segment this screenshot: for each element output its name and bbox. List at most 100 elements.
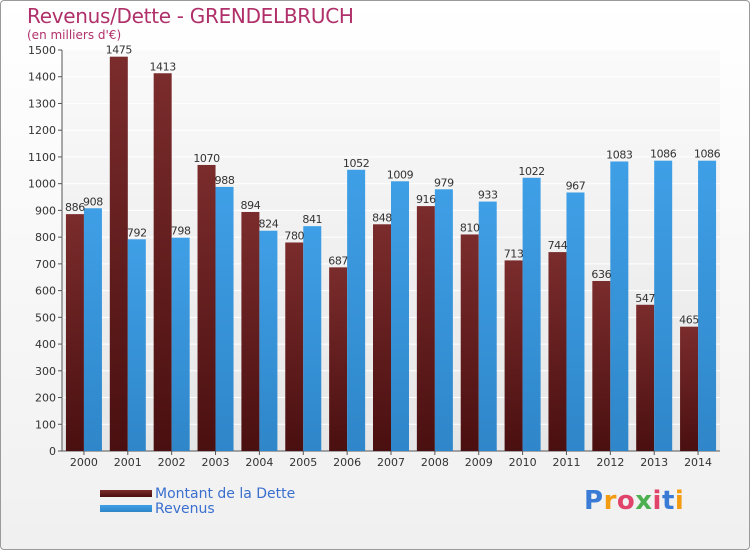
legend-label-revenue: Revenus: [155, 500, 215, 517]
bar-revenue-2002: [171, 237, 190, 451]
bar-revenue-2013: [654, 160, 673, 451]
y-tick-label: 0: [49, 445, 56, 458]
logo-letter: t: [661, 486, 675, 516]
x-tick-label: 2001: [114, 456, 142, 469]
data-label-debt-2006: 687: [328, 254, 348, 267]
bar-revenue-2010: [522, 177, 541, 451]
data-label-revenue-2002: 798: [171, 225, 191, 238]
logo-letter: x: [635, 486, 653, 516]
bar-debt-2000: [65, 214, 84, 451]
x-tick-label: 2012: [596, 456, 624, 469]
bar-revenue-2000: [83, 208, 102, 451]
x-tick-label: 2011: [552, 456, 580, 469]
data-label-debt-2013: 547: [635, 292, 655, 305]
bar-debt-2003: [197, 164, 216, 451]
y-tick-label: 200: [35, 392, 56, 405]
legend-item-debt: Montant de la Dette: [100, 485, 296, 502]
data-label-debt-2004: 894: [241, 199, 261, 212]
legend-label-debt: Montant de la Dette: [155, 485, 296, 502]
data-label-debt-2014: 465: [679, 314, 699, 327]
y-tick-label: 1000: [28, 178, 56, 191]
chart-title: Revenus/Dette - GRENDELBRUCH: [27, 4, 354, 28]
bar-revenue-2014: [698, 160, 717, 451]
bar-revenue-2007: [391, 181, 409, 451]
x-tick-label: 2006: [333, 456, 361, 469]
data-label-debt-2000: 886: [65, 201, 85, 214]
data-label-revenue-2011: 967: [566, 179, 586, 192]
legend-swatch-revenue: [100, 505, 152, 512]
bar-debt-2007: [373, 224, 391, 451]
data-label-revenue-2014: 1086: [694, 148, 721, 161]
y-tick-label: 600: [35, 285, 56, 298]
bar-revenue-2005: [303, 226, 322, 451]
x-tick-label: 2010: [509, 456, 537, 469]
bar-revenue-2008: [434, 189, 453, 451]
y-tick-label: 1400: [28, 71, 56, 84]
data-label-debt-2008: 916: [416, 193, 436, 206]
bar-revenue-2004: [259, 230, 278, 451]
bar-debt-2002: [153, 73, 172, 452]
bar-debt-2010: [504, 260, 523, 451]
y-tick-label: 1100: [28, 151, 56, 164]
y-tick-label: 1500: [28, 44, 56, 57]
data-label-revenue-2003: 988: [215, 174, 235, 187]
data-label-revenue-2006: 1052: [343, 157, 369, 170]
x-tick-label: 2007: [377, 456, 405, 469]
proxiti-logo: Proxiti: [584, 486, 684, 516]
legend-item-revenue: Revenus: [100, 500, 295, 517]
bar-debt-2009: [460, 234, 479, 451]
bar-debt-2011: [548, 252, 567, 451]
data-label-revenue-2000: 908: [83, 195, 103, 208]
data-label-revenue-2004: 824: [259, 218, 279, 231]
bar-revenue-2003: [215, 186, 234, 451]
data-label-debt-2002: 1413: [149, 60, 176, 73]
data-label-revenue-2008: 979: [434, 176, 454, 189]
y-tick-label: 400: [35, 338, 56, 351]
logo-letter: i: [674, 486, 685, 516]
bar-debt-2005: [285, 242, 304, 451]
logo-letter: o: [616, 486, 636, 516]
bar-revenue-2001: [127, 239, 146, 451]
x-tick-label: 2005: [289, 456, 317, 469]
x-tick-label: 2002: [158, 456, 186, 469]
bar-debt-2012: [592, 280, 611, 451]
bar-debt-2014: [680, 326, 699, 451]
logo-letter: P: [584, 486, 604, 516]
bar-revenue-2011: [566, 192, 585, 452]
chart-subtitle: (en milliers d'€): [27, 28, 122, 42]
chart-legend: Montant de la Dette Revenus: [100, 485, 296, 517]
data-label-debt-2005: 780: [284, 229, 304, 242]
data-label-debt-2012: 636: [591, 268, 611, 281]
x-tick-label: 2014: [684, 456, 712, 469]
data-label-revenue-2010: 1022: [518, 165, 544, 178]
y-tick-label: 100: [35, 418, 56, 431]
bar-debt-2006: [329, 267, 348, 451]
data-label-revenue-2012: 1083: [606, 148, 633, 161]
data-label-revenue-2005: 841: [302, 213, 322, 226]
x-tick-label: 2009: [465, 456, 493, 469]
logo-letter: r: [603, 486, 617, 516]
data-label-debt-2009: 810: [460, 221, 480, 234]
data-label-debt-2010: 713: [504, 247, 524, 260]
data-label-revenue-2009: 933: [478, 189, 498, 202]
logo-letter: i: [652, 486, 662, 516]
x-tick-label: 2003: [202, 456, 230, 469]
y-tick-label: 500: [35, 311, 56, 324]
bar-debt-2013: [636, 304, 655, 451]
data-label-debt-2003: 1070: [193, 152, 220, 165]
y-tick-label: 1300: [28, 97, 56, 110]
x-tick-label: 2004: [245, 456, 273, 469]
bar-debt-2004: [241, 212, 260, 451]
y-tick-label: 900: [35, 204, 56, 217]
bar-debt-2001: [109, 56, 128, 451]
data-label-revenue-2013: 1086: [650, 148, 677, 161]
x-tick-label: 2000: [70, 456, 98, 469]
legend-swatch-debt: [100, 490, 152, 497]
y-tick-label: 800: [35, 231, 56, 244]
bar-revenue-2006: [347, 169, 366, 452]
y-tick-label: 700: [35, 258, 56, 271]
data-label-debt-2011: 744: [548, 239, 568, 252]
bar-revenue-2012: [610, 161, 629, 451]
y-tick-label: 1200: [28, 124, 56, 137]
bar-chart: 0 100 200 300 400 500 600 700 800 900 1000 1100 1200…: [28, 44, 721, 469]
